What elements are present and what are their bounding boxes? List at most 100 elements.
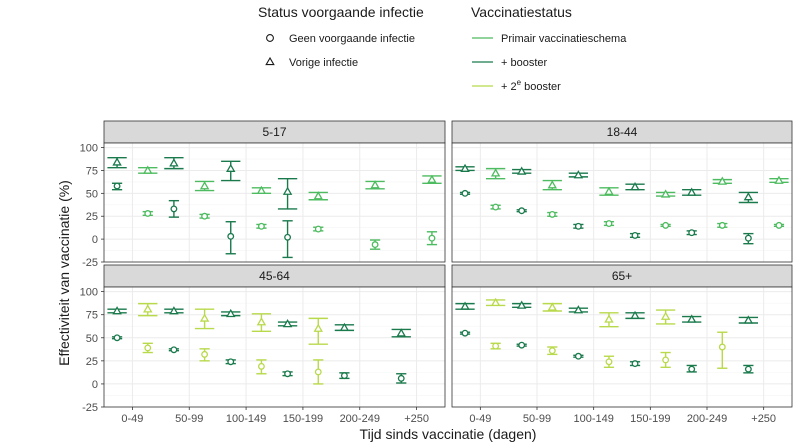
point-marker-circle <box>257 222 265 230</box>
point-marker-triangle <box>743 192 754 201</box>
data-point-booster-triangle <box>455 301 475 310</box>
legend-title-vaccination: Vaccinatiestatus <box>471 4 572 20</box>
point-marker-triangle <box>490 297 501 307</box>
x-tick-label: +250 <box>404 413 429 425</box>
panel-strip-label: 45-64 <box>259 269 290 283</box>
point-marker-triangle <box>169 306 179 315</box>
panel-background <box>452 287 792 407</box>
point-marker-circle <box>492 203 500 211</box>
data-point-booster2-circle <box>603 355 615 369</box>
point-marker-circle <box>744 365 752 373</box>
x-tick-label: 0-49 <box>121 413 143 425</box>
point-marker-circle <box>775 221 783 229</box>
data-point-booster2-triangle <box>486 297 506 307</box>
data-point-booster-circle <box>686 229 697 237</box>
point-marker-triangle <box>313 323 323 332</box>
data-point-primary-circle <box>256 222 267 230</box>
data-point-booster2-circle <box>547 346 558 356</box>
point-marker-triangle <box>547 180 558 189</box>
panel-45-64: 45-64 100 75 50 25 0 -25 0-49 50-99 100-149 150-19… <box>80 264 446 425</box>
point-marker-triangle <box>112 157 122 166</box>
gridlines <box>452 143 792 263</box>
data-point-booster2-triangle <box>251 313 272 333</box>
y-tick-label: -25 <box>82 402 98 414</box>
point-marker-triangle <box>339 322 350 331</box>
point-marker-triangle <box>547 302 558 311</box>
point-marker-triangle <box>774 175 784 184</box>
point-marker-circle <box>314 368 322 376</box>
data-point-primary-circle <box>142 210 153 217</box>
data-point-primary-triangle <box>365 180 385 190</box>
panel-5-17: 5-17 100 75 50 25 0 -25 <box>80 120 446 269</box>
point-marker-circle <box>574 352 582 360</box>
panel-background <box>452 143 792 262</box>
legend-title-infection: Status voorgaande infectie <box>258 4 424 20</box>
data-point-booster-triangle <box>334 322 355 332</box>
legend-item-booster: + booster <box>472 57 548 69</box>
legend-item-second-booster: + 2e booster <box>472 78 561 93</box>
data-point-booster-circle <box>168 199 180 218</box>
point-marker-circle <box>718 221 726 229</box>
point-marker-triangle <box>460 163 470 172</box>
data-point-booster-circle <box>282 370 293 378</box>
point-marker-triangle <box>630 310 640 319</box>
data-point-booster-triangle <box>164 306 184 315</box>
data-point-booster-circle <box>516 341 527 349</box>
data-point-booster2-circle <box>717 331 728 369</box>
x-tick-label: +250 <box>751 413 776 425</box>
point-marker-circle <box>314 225 322 233</box>
data-point-booster-circle <box>168 346 180 354</box>
data-point-primary-triangle <box>656 189 676 198</box>
x-axis-title: Tijd sinds vaccinatie (dagen) <box>360 426 537 442</box>
point-marker-circle <box>284 233 292 241</box>
data-point-booster-circle <box>459 329 471 337</box>
data-point-booster2-circle <box>256 359 267 375</box>
x-tick-label: 150-199 <box>283 413 323 425</box>
y-tick-label: 25 <box>86 211 98 223</box>
legend-item-no-infection: Geen voorgaande infectie <box>266 33 415 45</box>
point-marker-circle <box>744 234 752 242</box>
data-point-booster2-triangle <box>138 302 158 317</box>
data-point-booster-triangle <box>682 314 702 323</box>
data-point-primary-circle <box>547 210 558 218</box>
data-point-booster-triangle <box>391 328 411 338</box>
point-marker-circle <box>113 182 121 190</box>
data-point-primary-triangle <box>251 185 272 195</box>
point-marker-triangle <box>256 185 267 194</box>
data-point-booster-circle <box>743 232 754 245</box>
data-point-booster-circle <box>573 222 584 230</box>
point-marker-circle <box>688 365 696 373</box>
point-marker-circle <box>631 360 639 368</box>
panel-background <box>104 143 445 262</box>
point-marker-circle <box>201 350 209 358</box>
point-marker-triangle <box>169 158 179 167</box>
panel-strip-label: 18-44 <box>607 125 638 139</box>
point-marker-triangle <box>743 315 754 324</box>
point-marker-triangle <box>604 186 614 195</box>
data-point-primary-triangle <box>194 180 215 192</box>
legend-item-prior-infection: Vorige infectie <box>265 56 358 69</box>
point-marker-triangle <box>630 182 640 191</box>
facet-panels: 5-17 100 75 50 25 0 -25 18-44 45-64 100 75 50 25 0 -25… <box>80 120 793 425</box>
data-point-booster-triangle <box>455 163 475 172</box>
data-point-booster-circle <box>111 334 123 342</box>
data-point-booster2-circle <box>199 348 210 362</box>
data-point-booster-triangle <box>277 319 298 328</box>
data-point-booster-circle <box>282 220 293 259</box>
point-marker-triangle <box>256 317 267 326</box>
data-point-booster-circle <box>111 182 123 191</box>
point-marker-triangle <box>516 300 527 309</box>
data-point-booster-triangle <box>738 191 758 204</box>
y-tick-label: 50 <box>86 333 98 345</box>
panel-18-44: 18-44 <box>451 120 793 263</box>
data-point-booster2-circle <box>660 351 671 369</box>
point-marker-triangle <box>573 305 584 314</box>
point-marker-circle <box>144 210 152 217</box>
data-point-booster-triangle <box>221 308 241 318</box>
legend-label-second-booster: + 2e booster <box>501 78 561 93</box>
data-point-booster-triangle <box>277 177 298 210</box>
point-marker-triangle <box>199 181 210 190</box>
point-marker-triangle <box>313 191 323 200</box>
point-marker-triangle <box>573 170 584 179</box>
